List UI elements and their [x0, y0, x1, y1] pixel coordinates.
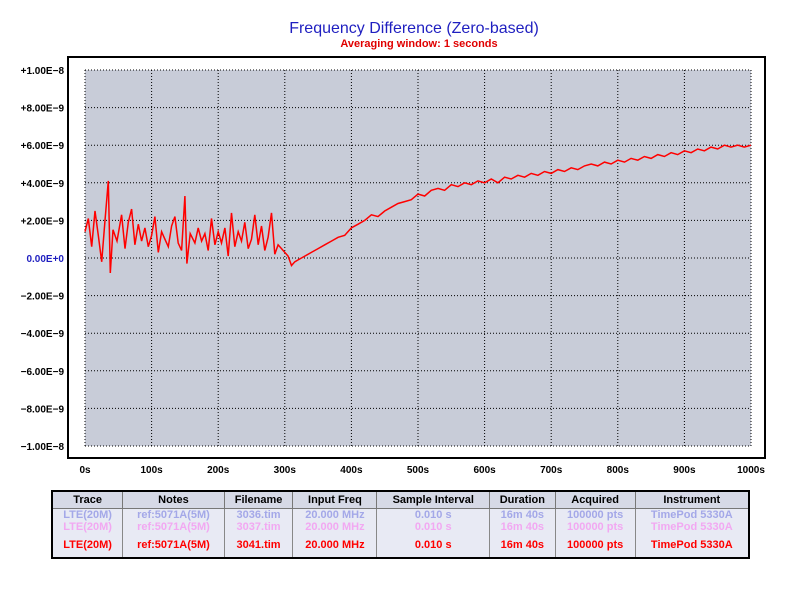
y-tick-label: −8.00E−9 — [21, 404, 65, 415]
legend-body: LTE(20M) ref:5071A(5M) 3036.tim 20.000 MHz 0… — [51, 508, 750, 558]
legend-cell: 16m 40s — [489, 539, 556, 551]
legend-cell: 16m 40s — [489, 521, 556, 533]
legend-cell: 100000 pts — [554, 508, 636, 521]
legend-cell: LTE(20M) — [51, 508, 124, 521]
legend-cell: 0.010 s — [376, 539, 491, 551]
legend-header-cell: Instrument — [634, 490, 750, 509]
chart: Frequency Difference (Zero-based) Averag… — [21, 20, 766, 476]
legend-header-cell: Filename — [223, 490, 294, 509]
legend-header-cell: Acquired — [554, 490, 636, 509]
y-tick-label: −6.00E−9 — [21, 367, 65, 378]
legend-row: LTE(20M) ref:5071A(5M) 3041.tim 20.000 MHz 0… — [51, 539, 750, 551]
legend-header-row: Trace Notes Filename Input Freq Sample Inter… — [51, 490, 750, 509]
x-tick-label: 300s — [274, 465, 297, 476]
x-axis: 0s 100s 200s 300s 400s 500s 600s 700s 800s 900s 10… — [79, 465, 765, 476]
legend-cell: 16m 40s — [489, 508, 556, 521]
y-tick-label: −4.00E−9 — [21, 329, 65, 340]
y-tick-label: 0.00E+0 — [26, 254, 64, 265]
legend-cell: ref:5071A(5M) — [122, 508, 225, 521]
y-tick-label: +6.00E−9 — [21, 141, 65, 152]
legend-cell: 100000 pts — [554, 539, 636, 551]
legend-header-cell: Duration — [489, 490, 556, 509]
x-tick-label: 600s — [473, 465, 496, 476]
legend-header-cell: Trace — [51, 490, 124, 509]
legend-cell: 3041.tim — [223, 539, 294, 551]
legend-cell: TimePod 5330A — [634, 521, 750, 533]
chart-title: Frequency Difference (Zero-based) — [289, 20, 539, 37]
legend-cell: TimePod 5330A — [634, 539, 750, 551]
x-tick-label: 200s — [207, 465, 230, 476]
y-tick-label: +8.00E−9 — [21, 104, 65, 115]
series-layer — [84, 144, 752, 274]
legend-cell: 20.000 MHz — [292, 508, 378, 521]
chart-subtitle: Averaging window: 1 seconds — [340, 38, 497, 50]
legend-cell: LTE(20M) — [51, 521, 124, 533]
legend-cell: LTE(20M) — [51, 539, 124, 551]
legend-cell: 3036.tim — [223, 508, 294, 521]
legend-header-cell: Input Freq — [292, 490, 378, 509]
y-axis: +1.00E−8 +8.00E−9 +6.00E−9 +4.00E−9 +2.00E−9… — [21, 66, 65, 453]
legend-cell: 0.010 s — [376, 508, 491, 521]
x-tick-label: 0s — [79, 465, 91, 476]
grid — [84, 69, 752, 447]
y-tick-label: +1.00E−8 — [21, 66, 65, 77]
x-tick-label: 700s — [540, 465, 563, 476]
legend-cell: ref:5071A(5M) — [122, 521, 225, 533]
legend-cell: 20.000 MHz — [292, 539, 378, 551]
legend-cell: 20.000 MHz — [292, 521, 378, 533]
legend-cell: TimePod 5330A — [634, 508, 750, 521]
x-tick-label: 400s — [340, 465, 363, 476]
legend-spacer — [51, 533, 750, 539]
x-tick-label: 100s — [140, 465, 163, 476]
legend-cell: 100000 pts — [554, 521, 636, 533]
legend-cell: 0.010 s — [376, 521, 491, 533]
legend-row: LTE(20M) ref:5071A(5M) 3037.tim 20.000 MHz 0… — [51, 521, 750, 533]
trace-legend-table: Trace Notes Filename Input Freq Sample Inter… — [51, 490, 750, 559]
x-tick-label: 900s — [673, 465, 696, 476]
y-tick-label: −1.00E−8 — [21, 442, 65, 453]
x-tick-label: 500s — [407, 465, 430, 476]
legend-header-cell: Sample Interval — [376, 490, 491, 509]
y-tick-label: +2.00E−9 — [21, 216, 65, 227]
x-tick-label: 800s — [607, 465, 630, 476]
y-tick-label: −2.00E−9 — [21, 292, 65, 303]
y-tick-label: +4.00E−9 — [21, 179, 65, 190]
legend-cell: ref:5071A(5M) — [122, 539, 225, 551]
x-tick-label: 1000s — [737, 465, 765, 476]
legend-cell: 3037.tim — [223, 521, 294, 533]
series-line — [84, 144, 752, 274]
legend-spacer — [51, 551, 750, 558]
legend-row: LTE(20M) ref:5071A(5M) 3036.tim 20.000 MHz 0… — [51, 508, 750, 521]
legend-header-cell: Notes — [122, 490, 225, 509]
